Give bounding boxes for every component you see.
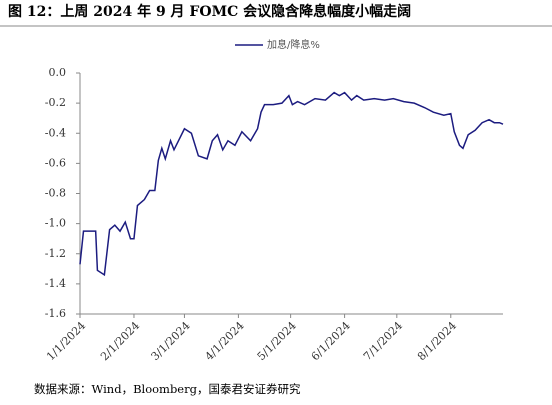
legend-label: 加息/降息% — [267, 38, 320, 51]
y-tick-label: -1.4 — [45, 277, 66, 290]
y-tick-label: -1.0 — [45, 217, 66, 230]
x-tick-label: 2/1/2024 — [98, 319, 142, 363]
x-tick-label: 7/1/2024 — [361, 319, 405, 363]
chart-title: 图 12：上周 2024 年 9 月 FOMC 会议隐含降息幅度小幅走阔 — [8, 3, 411, 20]
series-line — [79, 91, 504, 277]
x-tick-label: 5/1/2024 — [255, 319, 299, 363]
y-tick-label: -0.8 — [45, 187, 66, 200]
y-tick-label: -0.4 — [45, 126, 66, 139]
y-tick-label: -1.2 — [45, 247, 66, 260]
x-tick-label: 6/1/2024 — [309, 319, 353, 363]
x-tick-label: 4/1/2024 — [203, 319, 247, 363]
x-tick-label: 1/1/2024 — [44, 319, 88, 363]
y-tick-label: -0.6 — [45, 156, 66, 169]
x-tick-label: 3/1/2024 — [149, 319, 193, 363]
y-tick-label: -0.2 — [45, 96, 66, 109]
y-tick-label: 0.0 — [49, 66, 67, 79]
source: 数据来源：Wind，Bloomberg，国泰君安证券研究 — [34, 382, 301, 396]
x-tick-label: 8/1/2024 — [415, 319, 459, 363]
y-tick-label: -1.6 — [45, 307, 66, 320]
